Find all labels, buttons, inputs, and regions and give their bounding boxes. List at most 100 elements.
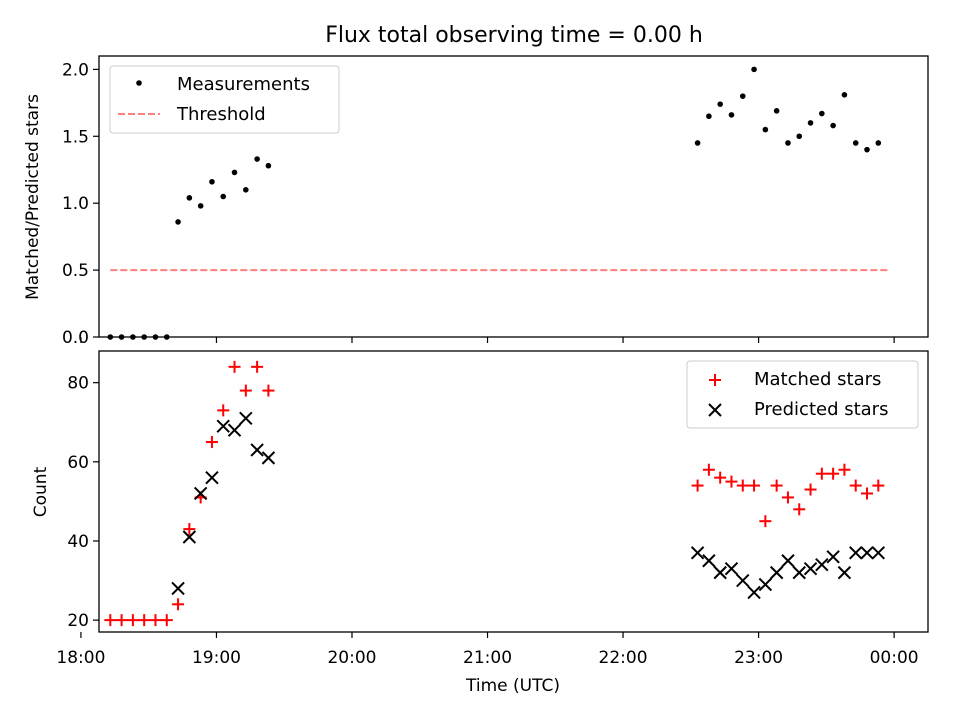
top-y-tick-label: 0.0: [62, 328, 89, 348]
top-legend: Measurements Threshold: [109, 65, 340, 134]
matched-stars-point: [725, 475, 738, 488]
predicted-stars-point: [193, 486, 208, 501]
top-plot-frame: [98, 55, 929, 338]
matched-stars-point: [104, 614, 117, 627]
measurement-point: [819, 110, 825, 117]
predicted-stars-point: [690, 546, 705, 560]
matched-stars-point: [691, 479, 704, 492]
measurement-point: [751, 66, 757, 73]
measurement-point: [739, 93, 746, 99]
bottom-y-tick-label: 40: [67, 532, 89, 552]
matched-stars-point: [849, 479, 862, 492]
matched-stars-point: [239, 384, 252, 397]
x-tick-label: 19:00: [192, 648, 241, 668]
axes-ticks: 0.0 0.5 1.0 1.5 2.0 20 40 60 80 18:00 19:00 20:00 21…: [56, 60, 918, 668]
legend-measurements-label: Measurements: [177, 74, 310, 95]
predicted-stars-point: [205, 470, 219, 485]
predicted-stars-point: [736, 573, 750, 588]
predicted-stars-point: [758, 577, 773, 592]
top-y-tick-label: 2.0: [62, 60, 89, 80]
top-y-axis-label: Matched/Predicted stars: [23, 94, 43, 300]
matched-stars-point: [115, 614, 128, 627]
bottom-legend-frame: [686, 360, 919, 429]
bottom-y-axis-label: Count: [31, 466, 51, 517]
measurement-point: [694, 140, 701, 146]
matched-stars-point: [262, 384, 275, 397]
x-axis-label: Time (UTC): [465, 676, 560, 696]
predicted-stars-point: [781, 554, 795, 568]
bottom-plot-area: [104, 360, 886, 627]
predicted-stars-point: [239, 411, 253, 425]
predicted-stars-point: [171, 581, 185, 596]
matched-stars-point: [872, 479, 885, 492]
legend-predicted-marker: [708, 403, 722, 417]
measurement-point: [243, 187, 249, 193]
matched-stars-point: [160, 614, 173, 627]
matched-stars-point: [714, 471, 727, 484]
top-plot-area: [107, 66, 890, 340]
x-tick-label: 23:00: [734, 648, 783, 668]
x-tick-label: 20:00: [327, 648, 376, 668]
top-legend-frame: [109, 65, 340, 134]
top-y-tick-label: 0.5: [62, 261, 89, 281]
measurement-point: [728, 112, 735, 118]
measurement-point: [220, 193, 227, 200]
bottom-plot-frame: [98, 350, 929, 633]
measurement-point: [209, 178, 215, 185]
matched-stars-point: [736, 479, 749, 492]
measurement-point: [265, 162, 272, 169]
predicted-stars-point: [803, 561, 818, 576]
legend-matched-marker: [709, 374, 721, 386]
measurement-point: [841, 92, 848, 98]
matched-stars-point: [205, 436, 218, 449]
matched-stars-point: [748, 479, 761, 492]
matched-stars-point: [781, 491, 794, 504]
predicted-stars-point: [250, 443, 264, 457]
matched-stars-point: [251, 360, 264, 373]
x-tick-label: 18:00: [56, 648, 105, 668]
predicted-stars-point: [261, 451, 276, 465]
predicted-stars-point: [182, 530, 197, 544]
bottom-y-tick-label: 80: [67, 374, 89, 394]
predicted-stars-point: [815, 558, 829, 572]
matched-stars-point: [138, 614, 151, 627]
measurement-point: [773, 108, 780, 114]
legend-threshold-label: Threshold: [176, 104, 266, 125]
predicted-stars-point: [871, 546, 886, 560]
matched-stars-point: [172, 598, 185, 611]
predicted-stars-point: [724, 561, 739, 576]
predicted-stars-point: [713, 565, 727, 580]
top-y-tick-label: 1.0: [62, 194, 89, 214]
predicted-stars-point: [769, 565, 784, 580]
measurement-point: [706, 113, 712, 120]
predicted-stars-point: [826, 550, 840, 564]
matched-stars-point: [838, 463, 851, 476]
x-tick-label: 21:00: [463, 648, 512, 668]
measurement-point: [186, 195, 193, 201]
legend-matched-label: Matched stars: [754, 369, 881, 390]
predicted-stars-point: [792, 565, 806, 580]
measurement-point: [197, 203, 204, 209]
matched-stars-point: [149, 614, 162, 627]
matched-stars-point: [770, 479, 783, 492]
measurement-point: [807, 120, 814, 126]
legend-measurements-marker: [136, 80, 142, 86]
x-tick-label: 00:00: [870, 648, 919, 668]
measurement-point: [830, 122, 836, 129]
matched-stars-point: [793, 503, 806, 516]
measurement-point: [785, 140, 791, 146]
legend-predicted-label: Predicted stars: [754, 399, 888, 420]
matched-stars-point: [861, 487, 874, 500]
measurement-point: [852, 140, 859, 146]
x-tick-label: 22:00: [599, 648, 648, 668]
top-chart-title: Flux total observing time = 0.00 h: [325, 23, 703, 48]
measurement-point: [231, 169, 238, 176]
matched-stars-point: [759, 515, 772, 528]
predicted-stars-point: [216, 419, 230, 433]
matched-stars-point: [126, 614, 139, 627]
matched-stars-point: [217, 404, 230, 417]
top-y-tick-label: 1.5: [62, 127, 89, 147]
bottom-y-tick-label: 20: [67, 611, 89, 631]
measurement-point: [175, 219, 181, 225]
